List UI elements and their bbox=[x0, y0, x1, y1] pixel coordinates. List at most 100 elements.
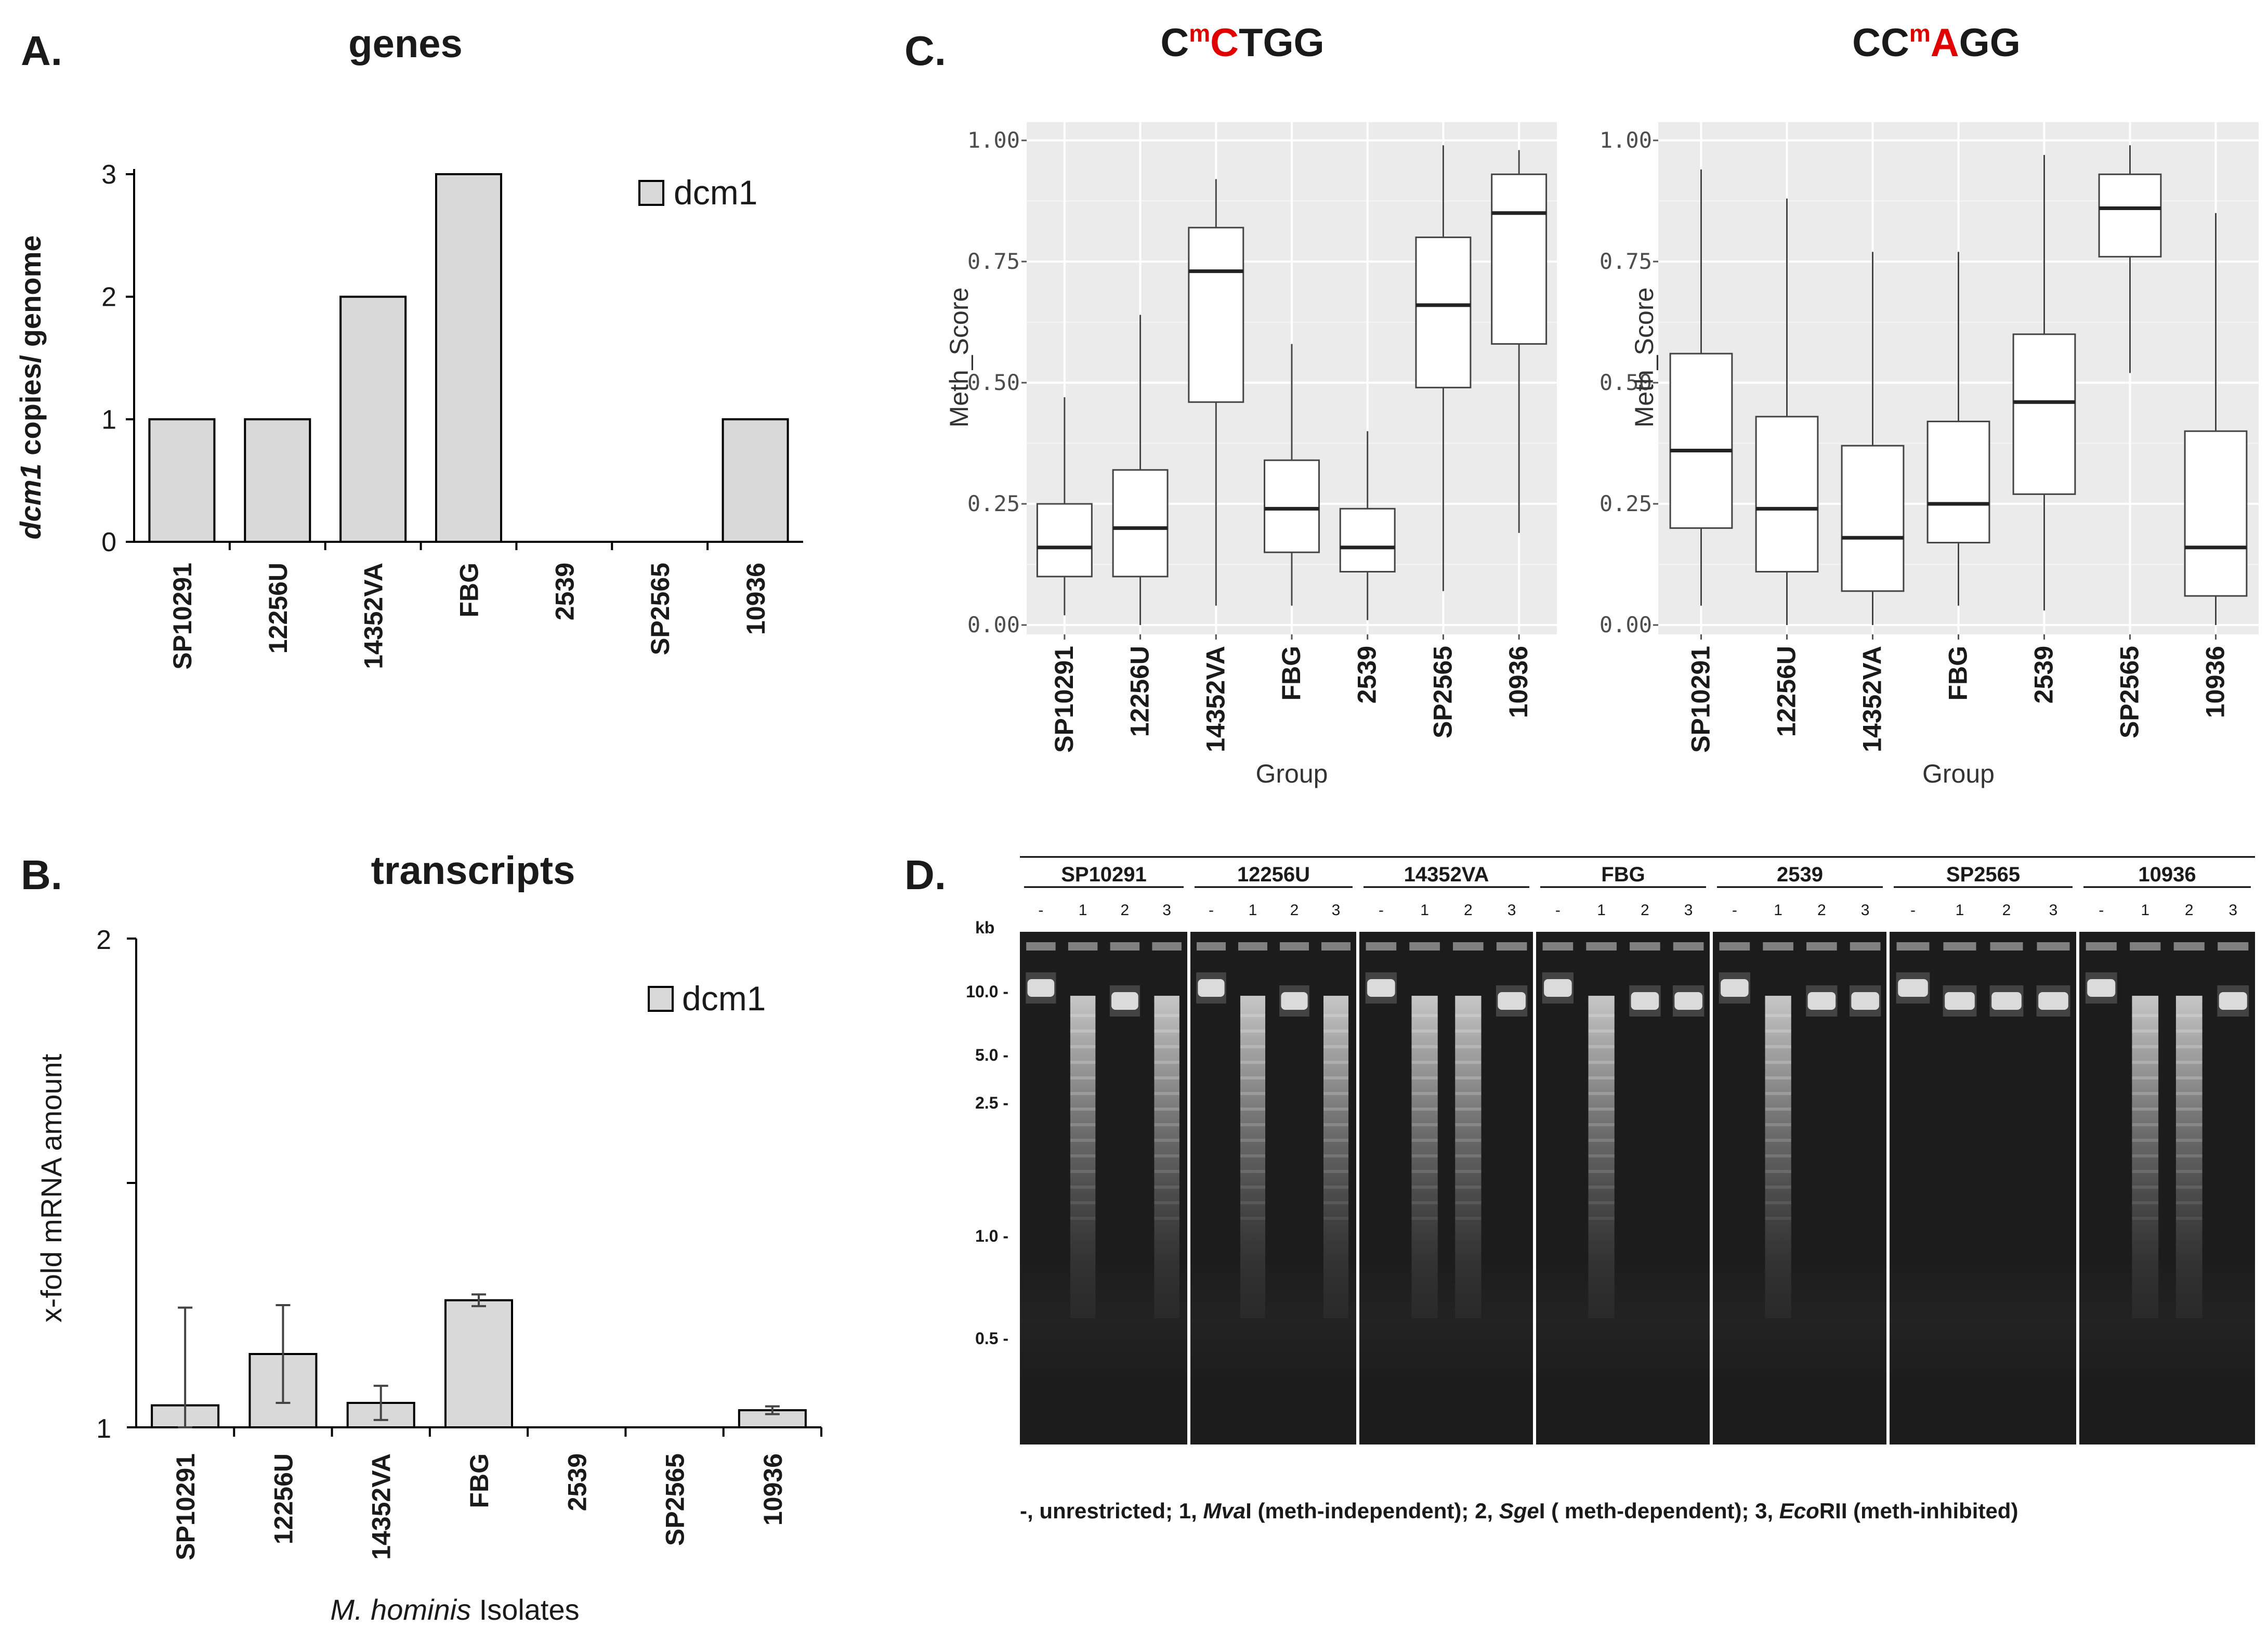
gel-lane-label: 1 bbox=[1420, 902, 1429, 919]
gel-smear-ladder bbox=[1154, 1108, 1179, 1111]
gel-kb-marker-label: 2.5 - bbox=[975, 1094, 1008, 1112]
panel-c-letter: C. bbox=[904, 28, 946, 74]
panel-a-bar bbox=[148, 418, 216, 543]
gel-lane-label: 3 bbox=[1507, 902, 1516, 919]
panel-c2-title-part: m bbox=[1909, 20, 1931, 47]
gel-smear-ladder bbox=[1070, 1123, 1096, 1126]
panel-a-axes: 0 1 2 3 SP10291 12256U 14352VA FBG 2539 SP2565 109… bbox=[101, 160, 803, 670]
gel-smear-ladder bbox=[1455, 1045, 1482, 1048]
gel-caption-part: RII (meth-inhibited) bbox=[1819, 1499, 2018, 1523]
gel-smear-ladder bbox=[2175, 1170, 2203, 1173]
gel-smear-ladder bbox=[1323, 1014, 1348, 1017]
panel-c2-box bbox=[2098, 173, 2162, 258]
gel-lane-label: 2 bbox=[1290, 902, 1299, 919]
gel-well bbox=[1110, 942, 1140, 951]
gel-caption-part: I ( meth-dependent); 3, bbox=[1539, 1499, 1779, 1523]
gel-smear-ladder bbox=[1154, 1030, 1179, 1033]
gel-band bbox=[1544, 979, 1572, 997]
gel-smear bbox=[1765, 996, 1791, 1318]
gel-smear-ladder bbox=[2132, 1154, 2159, 1157]
gel-smear-ladder bbox=[2132, 1170, 2159, 1173]
panel-b-x-tick-label: SP2565 bbox=[661, 1453, 690, 1546]
panel-c1-y-tick-label: 1.00 bbox=[967, 127, 1020, 153]
gel-well bbox=[1453, 942, 1484, 951]
panel-a-letter: A. bbox=[21, 28, 62, 74]
panel-c1-box bbox=[1264, 459, 1320, 553]
gel-well bbox=[1850, 942, 1881, 951]
panel-a-y-tick-label: 1 bbox=[101, 405, 116, 435]
panel-c1-y-axis-label: Meth_Score bbox=[945, 288, 974, 428]
gel-lane-label: 2 bbox=[2002, 902, 2011, 919]
panel-a-x-tick-label: SP2565 bbox=[646, 563, 675, 655]
gel-lane-label: 3 bbox=[2049, 902, 2058, 919]
gel-smear-ladder bbox=[1323, 1030, 1348, 1033]
gel-well bbox=[2037, 942, 2070, 951]
gel-smear-ladder bbox=[1455, 1014, 1482, 1017]
gel-well bbox=[1542, 942, 1574, 951]
gel-smear-ladder bbox=[1765, 1092, 1791, 1095]
gel-well bbox=[1673, 942, 1704, 951]
gel-smear-ladder bbox=[2132, 1030, 2159, 1033]
panel-a-x-tick-label: 10936 bbox=[741, 563, 770, 635]
gel-smear-ladder bbox=[1154, 1092, 1179, 1095]
gel-smear-ladder bbox=[1588, 1045, 1615, 1048]
gel-smear-ladder bbox=[2132, 1014, 2159, 1017]
gel-smear-ladder bbox=[1154, 1154, 1179, 1157]
panel-c1-box bbox=[1491, 173, 1548, 345]
gel-smear-ladder bbox=[1070, 1186, 1096, 1189]
gel-smear-ladder bbox=[1240, 1217, 1265, 1220]
gel-smear-ladder bbox=[1411, 1014, 1438, 1017]
panel-b-legend: dcm1 bbox=[648, 979, 766, 1018]
gel-smear-ladder bbox=[2175, 1030, 2203, 1033]
gel-smear-ladder bbox=[1411, 1217, 1438, 1220]
gel-smear-ladder bbox=[1411, 1186, 1438, 1189]
gel-well bbox=[1630, 942, 1660, 951]
gel-well bbox=[2218, 942, 2249, 951]
gel-well bbox=[1280, 942, 1309, 951]
gel-smear-ladder bbox=[1240, 1014, 1265, 1017]
panel-c2-y-tick-label: 0.00 bbox=[1600, 612, 1652, 637]
gel-smear-ladder bbox=[1765, 1108, 1791, 1111]
gel-smear-ladder bbox=[2175, 1092, 2203, 1095]
gel-smear-ladder bbox=[1240, 1139, 1265, 1142]
gel-band bbox=[1674, 992, 1702, 1010]
gel-lane-label: 1 bbox=[1774, 902, 1782, 919]
panel-a-bar bbox=[722, 418, 789, 543]
gel-smear-ladder bbox=[2132, 1186, 2159, 1189]
gel-smear bbox=[1240, 996, 1265, 1318]
gel-caption: -, unrestricted; 1, MvaI (meth-independe… bbox=[1020, 1499, 2018, 1523]
gel-lane-label: - bbox=[1038, 902, 1043, 919]
panel-c1-x-tick-label: 14352VA bbox=[1201, 646, 1230, 752]
gel-smear-ladder bbox=[1588, 1201, 1615, 1204]
panel-b-x-axis-label: M. hominis Isolates bbox=[330, 1593, 579, 1626]
gel-smear-ladder bbox=[1455, 1170, 1482, 1173]
gel-band bbox=[1898, 979, 1928, 997]
gel-smear-ladder bbox=[2132, 1092, 2159, 1095]
gel-smear-ladder bbox=[1323, 1076, 1348, 1079]
gel-image bbox=[1020, 932, 2255, 1444]
gel-lane-label: 3 bbox=[1861, 902, 1870, 919]
gel-smear-ladder bbox=[2175, 1186, 2203, 1189]
gel-smear-ladder bbox=[1323, 1123, 1348, 1126]
gel-smear-ladder bbox=[2175, 1154, 2203, 1157]
panel-c2-x-tick-label: 10936 bbox=[2201, 646, 2230, 718]
panel-c1-y-tick-label: 0.75 bbox=[967, 249, 1020, 274]
panel-a-bars bbox=[148, 173, 789, 543]
panel-b-letter: B. bbox=[21, 852, 62, 898]
gel-smear-ladder bbox=[2175, 1123, 2203, 1126]
panel-c2-x-tick-label: 12256U bbox=[1772, 646, 1801, 737]
gel-isolate-headers: SP10291 - 1 2 3 12256U - 1 2 3 14352VA - 1 2 3 FBG - 1 2 3 2… bbox=[1020, 856, 2255, 919]
gel-smear-ladder bbox=[1588, 1108, 1615, 1111]
gel-band bbox=[1851, 992, 1879, 1010]
gel-lane-label: 3 bbox=[1162, 902, 1171, 919]
gel-lane-label: 2 bbox=[1817, 902, 1826, 919]
gel-smear bbox=[1411, 996, 1438, 1318]
gel-caption-part: Eco bbox=[1779, 1499, 1819, 1523]
panel-b-axes: 1 2 SP10291 12256U 14352VA FBG 2539 SP2565 10936 bbox=[96, 925, 822, 1560]
gel-smear-ladder bbox=[1411, 1045, 1438, 1048]
panel-b-legend-label: dcm1 bbox=[682, 979, 766, 1018]
gel-smear-ladder bbox=[1765, 1045, 1791, 1048]
panel-c2-title-part: A bbox=[1931, 21, 1959, 65]
panel-c2-x-tick-label: FBG bbox=[1944, 646, 1973, 701]
gel-well bbox=[1586, 942, 1617, 951]
